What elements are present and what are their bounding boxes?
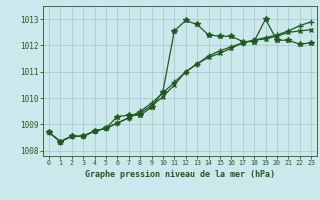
- X-axis label: Graphe pression niveau de la mer (hPa): Graphe pression niveau de la mer (hPa): [85, 170, 275, 179]
